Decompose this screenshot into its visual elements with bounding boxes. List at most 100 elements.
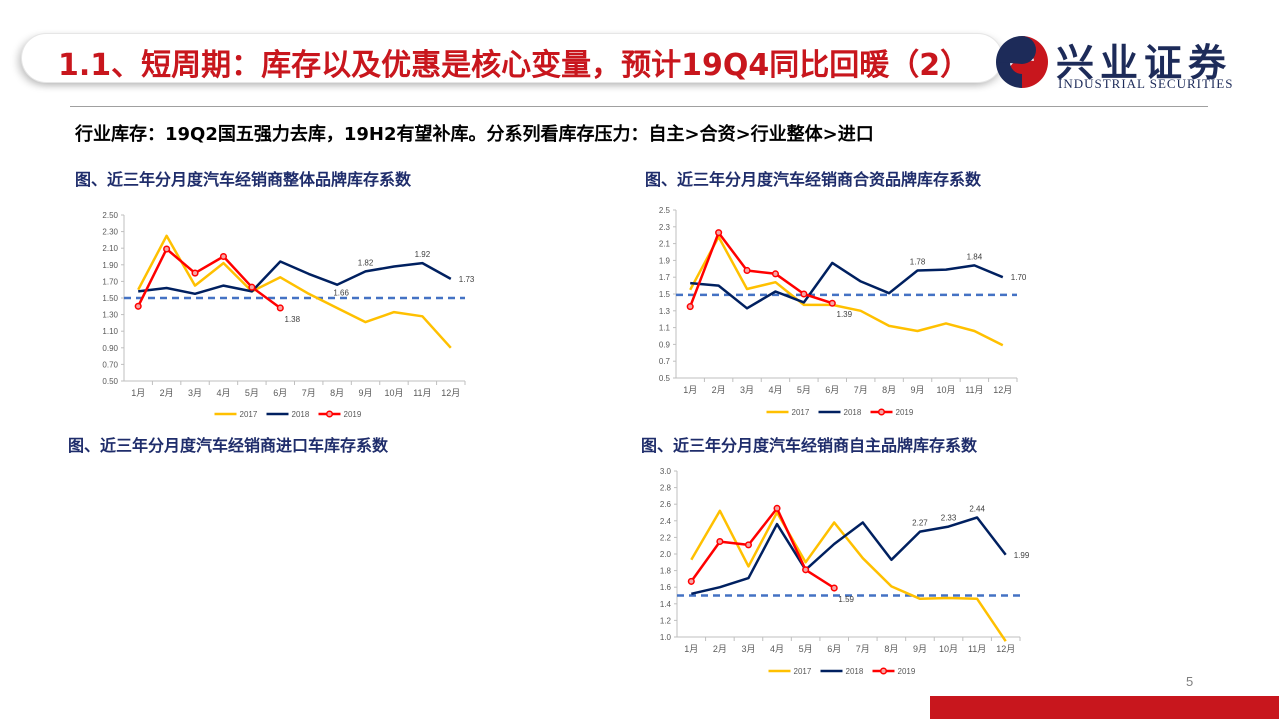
legend-label-2017: 2017 [240,410,258,419]
chart-title-jv: 图、近三年分月度汽车经销商合资品牌库存系数 [645,170,982,189]
x-tick-label: 12月 [993,385,1012,395]
data-point-2019 [163,245,171,253]
data-label: 1.99 [1014,551,1030,560]
x-tick-label: 1月 [131,388,145,398]
x-tick-label: 4月 [768,385,782,395]
x-tick-label: 9月 [359,388,373,398]
data-point-2019 [800,290,808,298]
x-tick-label: 2月 [160,388,174,398]
data-label: 1.92 [415,250,431,259]
x-tick-label: 12月 [996,644,1015,654]
y-tick-label: 2.50 [102,211,118,220]
data-point-2019 [830,584,838,592]
x-tick-label: 11月 [965,385,983,395]
x-tick-label: 6月 [273,388,287,398]
data-label: 2.27 [912,519,928,528]
x-tick-label: 1月 [684,644,698,654]
data-point-2019 [219,252,228,261]
legend-label-2019: 2019 [898,667,916,676]
data-point-2019 [191,269,199,277]
x-tick-label: 6月 [825,385,839,395]
x-tick-label: 3月 [741,644,755,654]
data-point-2019 [744,541,753,549]
x-tick-label: 3月 [188,388,202,398]
series-line-2017 [689,235,1004,347]
data-point-2019 [743,266,751,275]
x-tick-label: 9月 [913,644,927,654]
data-label: 1.78 [910,257,926,266]
summary-text: 行业库存：19Q2国五强力去库，19H2有望补库。分系列看库存压力：自主>合资>… [75,124,874,145]
data-label: 1.84 [967,252,983,261]
legend-label-2018: 2018 [846,667,864,676]
legend-marker-2019 [879,667,888,675]
series-line-2019 [689,231,833,308]
data-label: 1.70 [1011,273,1027,282]
y-tick-label: 2.8 [660,484,672,493]
x-tick-label: 4月 [770,644,784,654]
chart-jv: 0.5 0.7 0.9 1.1 1.3 1.5 1.7 1.9 2.1 2.3 2.5 1月 2月 3月 4… [659,206,1027,417]
x-tick-label: 6月 [827,644,841,654]
y-tick-label: 1.6 [660,583,672,592]
data-point-2019 [248,283,256,291]
legend-marker-2019 [325,410,334,418]
data-point-2019 [276,304,284,312]
y-tick-label: 1.10 [102,327,118,336]
y-tick-label: 1.1 [659,324,671,333]
x-tick-label: 5月 [245,388,259,398]
data-label: 1.66 [333,289,349,298]
y-tick-label: 1.2 [660,616,672,625]
y-tick-label: 2.0 [660,550,672,559]
data-point-2019 [828,299,836,307]
data-point-2019 [134,302,142,310]
y-tick-label: 1.0 [660,633,672,642]
y-tick-label: 2.4 [660,517,672,526]
series-line-2017 [690,509,1007,642]
logo-name-en: INDUSTRIAL SECURITIES [1058,76,1234,91]
x-tick-label: 10月 [939,644,958,654]
legend-label-2018: 2018 [844,408,862,417]
legend-label-2019: 2019 [896,408,914,417]
chart-domestic: 1.0 1.2 1.4 1.6 1.8 2.0 2.2 2.4 2.6 2.8 3.0 1月 2月 3月 4… [660,467,1030,676]
y-tick-label: 0.5 [659,374,671,383]
data-point-2019 [716,538,724,546]
y-tick-label: 2.6 [660,500,672,509]
data-label: 1.39 [837,310,853,319]
series-line-2019 [137,247,282,310]
y-tick-label: 1.3 [659,307,671,316]
series-line-2019 [690,507,835,590]
y-tick-label: 0.50 [102,377,118,386]
data-point-2019 [771,270,780,278]
data-point-2019 [715,229,723,237]
y-tick-label: 2.2 [660,533,672,542]
x-tick-label: 2月 [712,385,726,395]
x-tick-label: 5月 [797,385,811,395]
y-tick-label: 1.70 [102,277,118,286]
x-tick-label: 11月 [968,644,986,654]
data-label: 2.44 [969,504,985,513]
x-tick-label: 10月 [936,385,955,395]
y-tick-label: 0.7 [659,357,671,366]
y-tick-label: 1.5 [659,290,671,299]
series-line-2018 [691,516,1007,596]
x-tick-label: 9月 [911,385,925,395]
x-tick-label: 5月 [799,644,813,654]
x-tick-label: 7月 [856,644,870,654]
y-tick-label: 1.30 [102,311,118,320]
y-tick-label: 2.3 [659,223,671,232]
x-tick-label: 1月 [683,385,697,395]
data-label: 1.38 [285,315,301,324]
header-divider [70,106,1208,107]
y-tick-label: 0.90 [102,344,118,353]
chart-title-domestic: 图、近三年分月度汽车经销商自主品牌库存系数 [641,436,978,455]
x-tick-label: 3月 [740,385,754,395]
x-tick-label: 11月 [413,388,431,398]
legend-label-2018: 2018 [292,410,310,419]
y-tick-label: 2.30 [102,228,118,237]
chart-title-import: 图、近三年分月度汽车经销商进口车库存系数 [68,436,389,455]
title-bar [22,34,1002,82]
series-line-2017 [137,234,452,349]
x-tick-label: 12月 [441,388,460,398]
data-point-2019 [802,566,810,574]
series-line-2018 [138,260,452,296]
y-tick-label: 2.1 [659,240,671,249]
